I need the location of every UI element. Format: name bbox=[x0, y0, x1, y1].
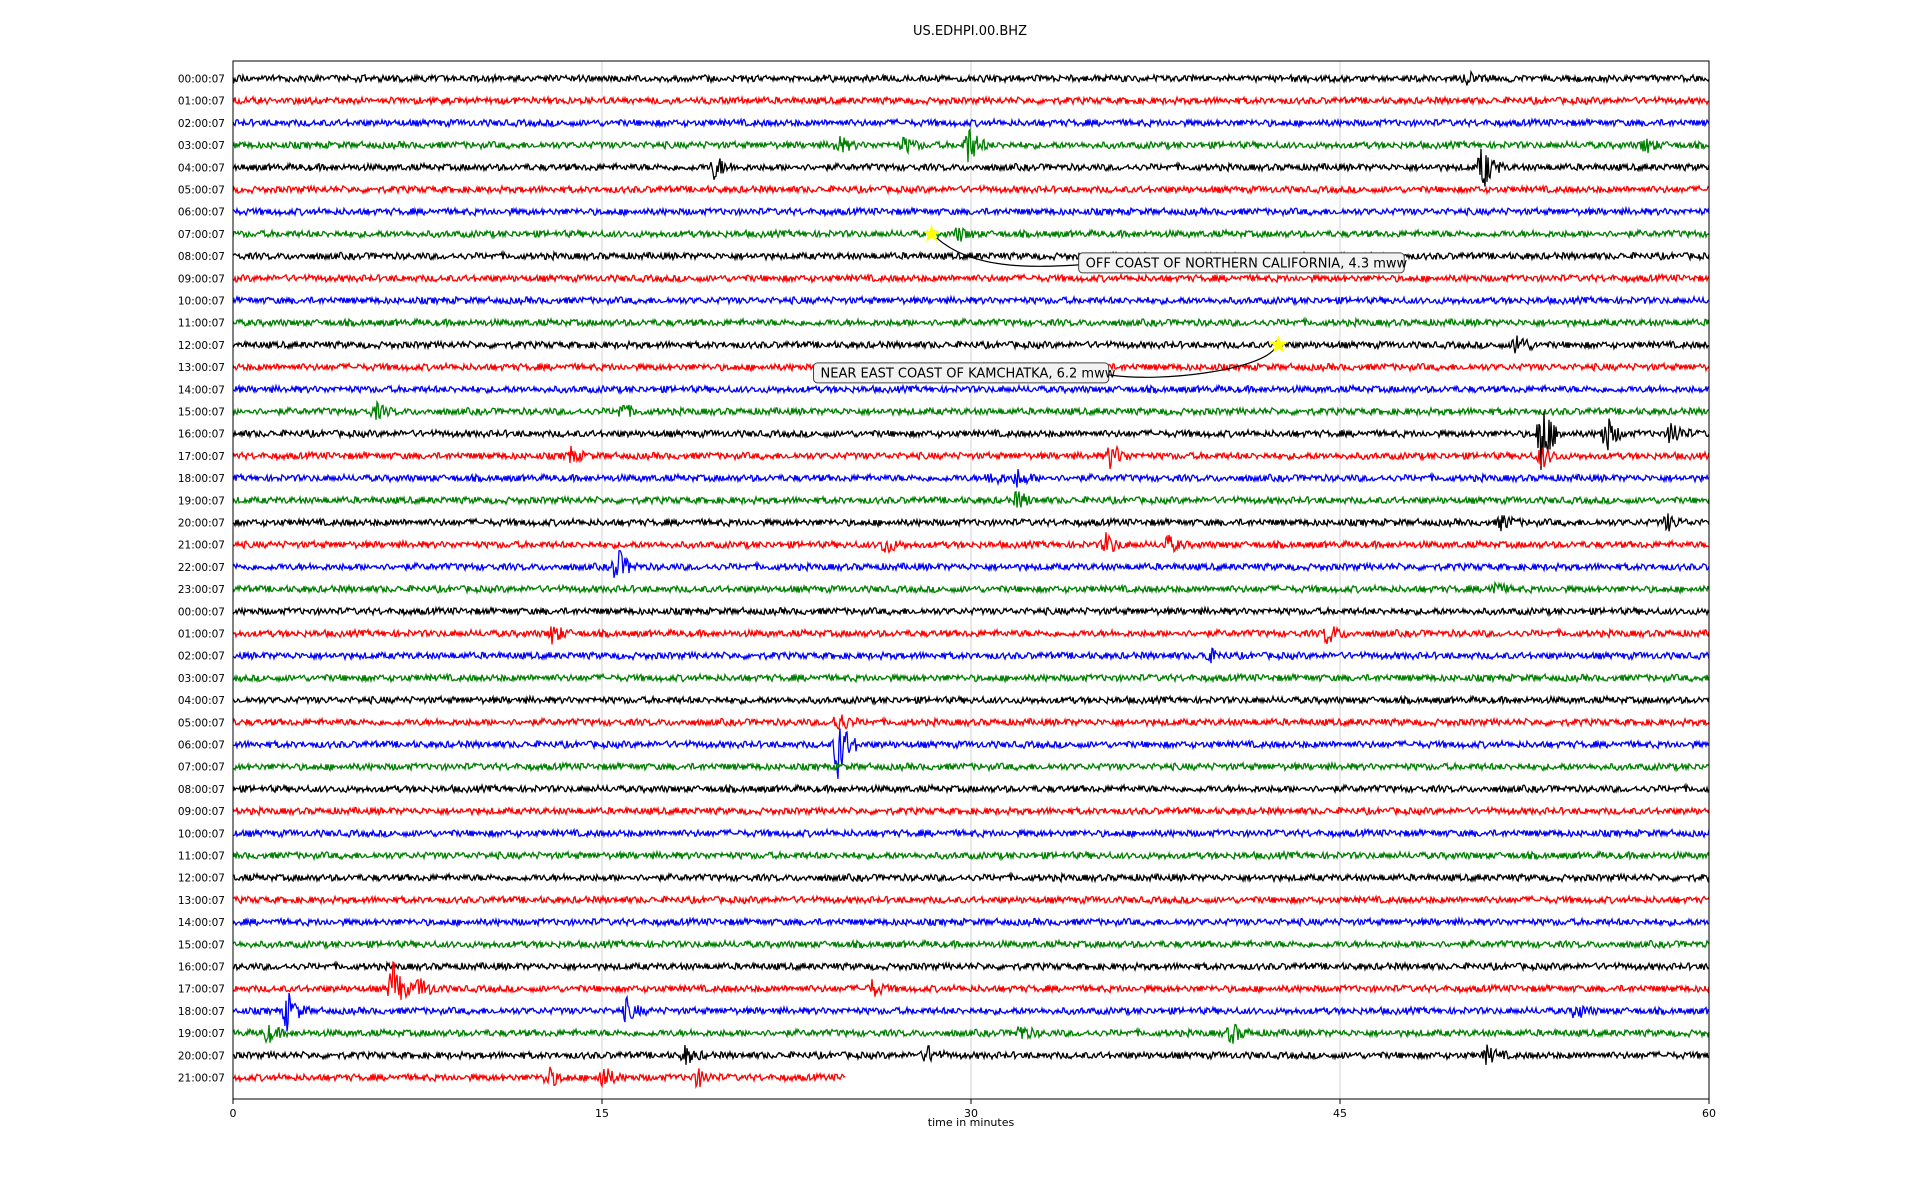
row-labels: 00:00:07 01:00:07 02:00:07 03:00:07 04:00:07… bbox=[178, 74, 225, 1085]
x-tick-label: 45 bbox=[1333, 1107, 1347, 1120]
row-label: 15:00:07 bbox=[178, 939, 225, 951]
row-label: 14:00:07 bbox=[178, 384, 225, 396]
row-label: 08:00:07 bbox=[178, 251, 225, 263]
row-label: 21:00:07 bbox=[178, 1073, 225, 1085]
row-label: 18:00:07 bbox=[178, 473, 225, 485]
row-label: 11:00:07 bbox=[178, 318, 225, 330]
annotation-connector bbox=[1109, 349, 1275, 377]
event-star-icon bbox=[1271, 337, 1286, 352]
row-label: 22:00:07 bbox=[178, 562, 225, 574]
row-label: 05:00:07 bbox=[178, 185, 225, 197]
x-tick-label: 15 bbox=[595, 1107, 609, 1120]
row-label: 08:00:07 bbox=[178, 784, 225, 796]
row-label: 10:00:07 bbox=[178, 296, 225, 308]
row-label: 19:00:07 bbox=[178, 495, 225, 507]
row-label: 02:00:07 bbox=[178, 651, 225, 663]
row-label: 05:00:07 bbox=[178, 717, 225, 729]
row-label: 03:00:07 bbox=[178, 140, 225, 152]
row-label: 01:00:07 bbox=[178, 629, 225, 641]
row-label: 13:00:07 bbox=[178, 895, 225, 907]
row-label: 06:00:07 bbox=[178, 740, 225, 752]
row-label: 16:00:07 bbox=[178, 962, 225, 974]
row-label: 21:00:07 bbox=[178, 540, 225, 552]
row-label: 06:00:07 bbox=[178, 207, 225, 219]
row-label: 09:00:07 bbox=[178, 273, 225, 285]
row-label: 17:00:07 bbox=[178, 984, 225, 996]
row-label: 19:00:07 bbox=[178, 1028, 225, 1040]
row-label: 18:00:07 bbox=[178, 1006, 225, 1018]
row-label: 11:00:07 bbox=[178, 851, 225, 863]
row-label: 00:00:07 bbox=[178, 74, 225, 86]
row-label: 14:00:07 bbox=[178, 917, 225, 929]
row-label: 01:00:07 bbox=[178, 96, 225, 108]
chart-title: US.EDHPI.00.BHZ bbox=[913, 24, 1027, 39]
row-label: 15:00:07 bbox=[178, 407, 225, 419]
row-label: 20:00:07 bbox=[178, 1050, 225, 1062]
row-label: 04:00:07 bbox=[178, 695, 225, 707]
row-label: 12:00:07 bbox=[178, 340, 225, 352]
row-label: 13:00:07 bbox=[178, 362, 225, 374]
event-annotations: OFF COAST OF NORTHERN CALIFORNIA, 4.3 mw… bbox=[814, 226, 1408, 383]
row-label: 23:00:07 bbox=[178, 584, 225, 596]
row-label: 20:00:07 bbox=[178, 518, 225, 530]
annotation-connector bbox=[937, 238, 1079, 266]
row-label: 10:00:07 bbox=[178, 828, 225, 840]
row-label: 03:00:07 bbox=[178, 673, 225, 685]
annotation-label: OFF COAST OF NORTHERN CALIFORNIA, 4.3 mw… bbox=[1086, 256, 1408, 271]
row-label: 04:00:07 bbox=[178, 162, 225, 174]
row-label: 07:00:07 bbox=[178, 229, 225, 241]
row-label: 07:00:07 bbox=[178, 762, 225, 774]
row-label: 09:00:07 bbox=[178, 806, 225, 818]
row-label: 12:00:07 bbox=[178, 873, 225, 885]
x-tick-label: 0 bbox=[230, 1107, 237, 1120]
row-label: 00:00:07 bbox=[178, 606, 225, 618]
trace-row-45 bbox=[233, 1067, 845, 1087]
x-tick-label: 60 bbox=[1702, 1107, 1716, 1120]
annotation-label: NEAR EAST COAST OF KAMCHATKA, 6.2 mww bbox=[821, 366, 1116, 381]
row-label: 17:00:07 bbox=[178, 451, 225, 463]
row-label: 16:00:07 bbox=[178, 429, 225, 441]
row-label: 02:00:07 bbox=[178, 118, 225, 130]
x-axis-label: time in minutes bbox=[928, 1116, 1015, 1129]
